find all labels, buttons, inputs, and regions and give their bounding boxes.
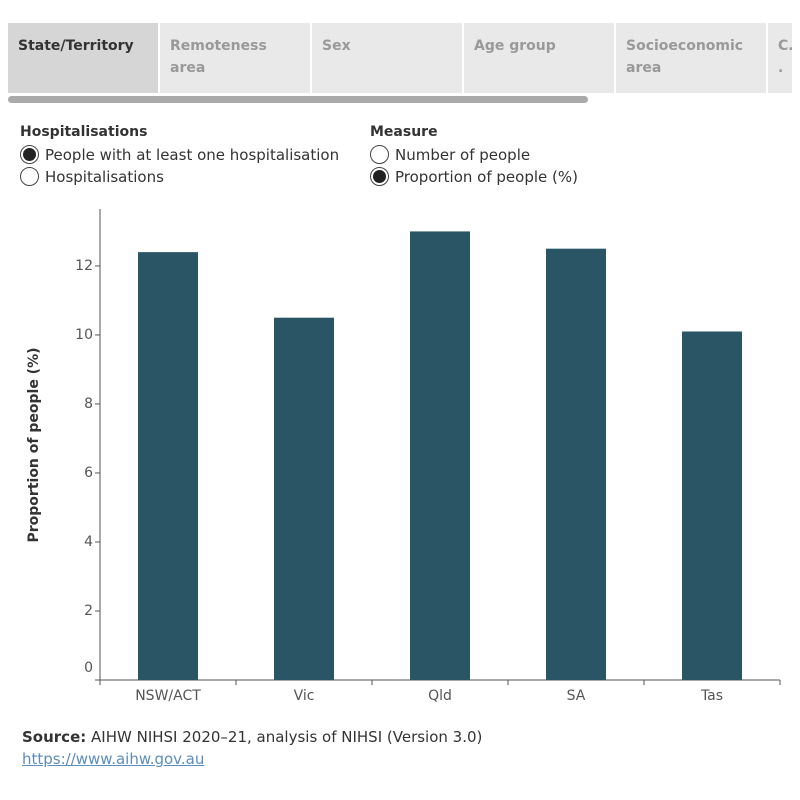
- group-title: Hospitalisations: [20, 124, 148, 140]
- radio-option[interactable]: Proportion of people (%): [370, 166, 578, 188]
- y-tick-label: 4: [84, 534, 93, 550]
- radio-option[interactable]: Number of people: [370, 144, 578, 166]
- y-tick-label: 12: [75, 258, 93, 274]
- y-tick-label: 10: [75, 327, 93, 343]
- y-tick-label: 2: [84, 603, 93, 619]
- bar: [682, 331, 742, 680]
- source-link[interactable]: https://www.aihw.gov.au: [22, 750, 205, 768]
- x-tick-label: Qld: [428, 688, 452, 704]
- y-tick-label: 6: [84, 465, 93, 481]
- tab[interactable]: State/Territory: [8, 23, 158, 93]
- tab[interactable]: Sex: [312, 23, 462, 93]
- y-axis-title: Proportion of people (%): [26, 347, 42, 542]
- source-text: AIHW NIHSI 2020–21, analysis of NIHSI (V…: [91, 728, 483, 746]
- radio-option[interactable]: People with at least one hospitalisation: [20, 144, 339, 166]
- bar: [138, 252, 198, 680]
- y-tick-label: 0: [84, 660, 93, 676]
- scrollbar[interactable]: [8, 96, 588, 103]
- x-tick-label: NSW/ACT: [135, 688, 201, 704]
- tab[interactable]: Socioeconomic area: [616, 23, 766, 93]
- tab[interactable]: C. .: [768, 23, 792, 93]
- source-line: Source: AIHW NIHSI 2020–21, analysis of …: [22, 726, 482, 748]
- chart: Proportion of people (%) 0 2 4 6 8 10 12 NSW/AC…: [26, 209, 781, 704]
- x-tick-label: Vic: [294, 688, 315, 704]
- source: Source: AIHW NIHSI 2020–21, analysis of …: [22, 726, 482, 770]
- radio-group: Hospitalisations People with at least one…: [20, 124, 339, 188]
- radio-group: Measure Number of people Proportion of peo…: [370, 124, 578, 188]
- y-tick-label: 8: [84, 396, 93, 412]
- bar: [546, 248, 606, 680]
- bar: [410, 231, 470, 680]
- group-title: Measure: [370, 124, 438, 140]
- source-label: Source:: [22, 728, 87, 746]
- tab[interactable]: Age group: [464, 23, 614, 93]
- x-tick-label: Tas: [700, 688, 723, 704]
- x-tick-label: SA: [567, 688, 586, 704]
- tab[interactable]: Remoteness area: [160, 23, 310, 93]
- bar: [274, 317, 334, 680]
- radio-option[interactable]: Hospitalisations: [20, 166, 339, 188]
